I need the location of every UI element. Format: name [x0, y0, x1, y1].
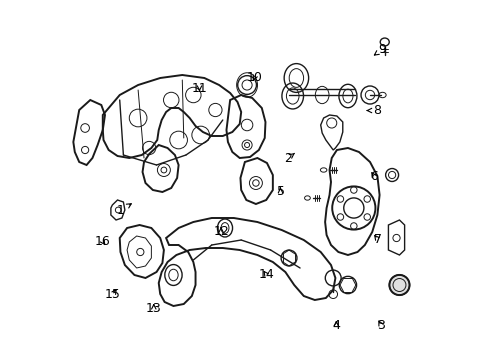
Circle shape [388, 275, 409, 295]
Text: 13: 13 [145, 302, 162, 315]
Text: 12: 12 [213, 225, 228, 238]
Text: 10: 10 [246, 71, 262, 84]
Text: 3: 3 [377, 319, 385, 332]
Text: 9: 9 [374, 43, 385, 56]
Text: 2: 2 [283, 152, 294, 165]
Text: 11: 11 [191, 82, 207, 95]
Text: 15: 15 [105, 288, 121, 301]
Text: 16: 16 [95, 235, 111, 248]
Text: 5: 5 [276, 185, 284, 198]
Text: 8: 8 [366, 104, 380, 117]
Text: 6: 6 [369, 170, 377, 183]
Text: 1: 1 [116, 204, 131, 217]
Text: 4: 4 [332, 319, 340, 332]
Text: 7: 7 [373, 233, 381, 246]
Text: 14: 14 [258, 268, 273, 281]
